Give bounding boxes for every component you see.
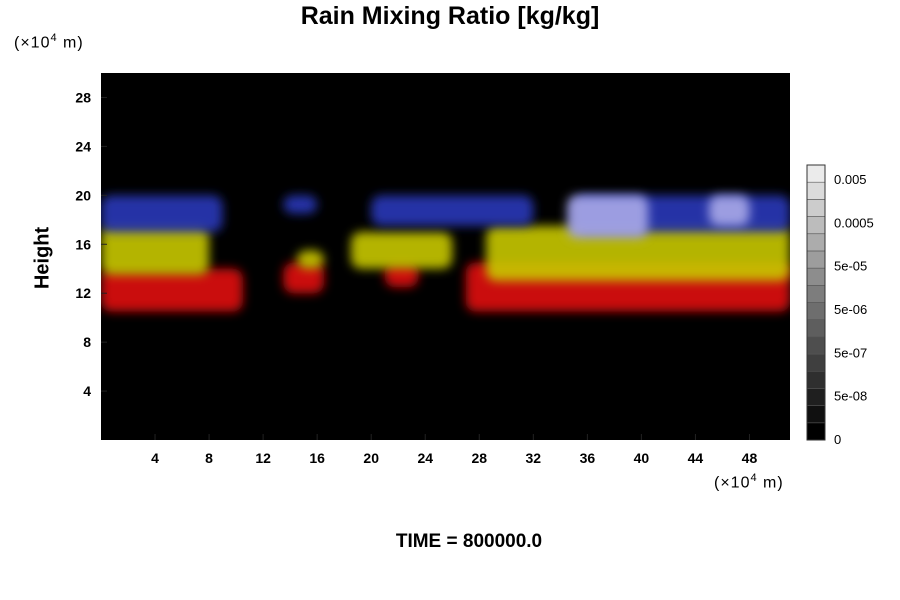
- colorbar-swatch: [806, 285, 826, 303]
- colorbar-label: 0.0005: [834, 215, 874, 230]
- field-region: [371, 195, 534, 226]
- x-tick-label: 12: [255, 450, 271, 466]
- colorbar-label: 5e-08: [834, 389, 867, 404]
- colorbar-swatch: [806, 336, 826, 355]
- x-tick-label: 24: [417, 450, 433, 466]
- x-tick-label: 16: [309, 450, 325, 466]
- x-tick-label: 20: [363, 450, 379, 466]
- field-region: [101, 225, 210, 275]
- x-tick-label: 32: [526, 450, 542, 466]
- colorbar-label: 5e-07: [834, 345, 867, 360]
- field-region: [101, 195, 223, 233]
- colorbar-label: 5e-06: [834, 302, 867, 317]
- rain-field-layers: [101, 195, 790, 312]
- x-tick-label: 48: [742, 450, 758, 466]
- field-region: [567, 195, 649, 239]
- field-region: [283, 262, 324, 294]
- time-label: TIME = 800000.0: [395, 531, 543, 552]
- colorbar-label: 0.005: [834, 172, 867, 187]
- x-axis: 4 8 12 16 20 24 28 32 36 40 44 48: [151, 434, 757, 466]
- x-axis-unit: (×104 m): [714, 472, 784, 492]
- field-layer: [101, 225, 790, 281]
- field-region: [486, 225, 790, 281]
- colorbar: 0.005 0.0005 5e-05 5e-06 5e-07 5e-08 0: [806, 164, 874, 447]
- field-region: [708, 195, 750, 226]
- colorbar-swatch: [806, 250, 826, 269]
- colorbar-swatch: [806, 181, 826, 200]
- colorbar-swatch: [806, 370, 826, 389]
- colorbar-swatch: [806, 388, 826, 406]
- x-tick-label: 40: [634, 450, 650, 466]
- field-region: [283, 195, 318, 214]
- field-layer: [567, 195, 750, 239]
- colorbar-label: 5e-05: [834, 259, 867, 274]
- colorbar-swatch: [806, 319, 826, 338]
- y-tick-label: 28: [75, 89, 91, 105]
- colorbar-swatch: [806, 353, 826, 372]
- y-axis: 4 8 12 16 20 24 28: [75, 89, 107, 399]
- x-tick-label: 8: [205, 450, 213, 466]
- x-tick-label: 36: [580, 450, 596, 466]
- y-axis-unit: (×104 m): [14, 32, 84, 52]
- colorbar-swatch: [806, 164, 826, 183]
- colorbar-swatch: [806, 267, 826, 286]
- colorbar-swatch: [806, 233, 826, 252]
- field-region: [350, 232, 453, 269]
- x-tick-label: 28: [471, 450, 487, 466]
- colorbar-swatch: [806, 405, 826, 424]
- y-tick-label: 12: [75, 285, 91, 301]
- y-tick-label: 24: [75, 138, 91, 154]
- colorbar-label: 0: [834, 432, 841, 447]
- field-region: [101, 268, 243, 312]
- colorbar-frame: [806, 164, 826, 441]
- field-region: [296, 250, 324, 269]
- y-tick-label: 20: [75, 187, 91, 203]
- y-tick-label: 4: [83, 383, 91, 399]
- colorbar-swatch: [806, 302, 826, 320]
- colorbar-swatch: [806, 199, 826, 217]
- y-tick-label: 16: [75, 236, 91, 252]
- chart-title: Rain Mixing Ratio [kg/kg]: [300, 2, 600, 30]
- colorbar-swatch: [806, 216, 826, 235]
- y-tick-label: 8: [83, 334, 91, 350]
- x-tick-label: 4: [151, 450, 159, 466]
- x-tick-label: 44: [688, 450, 704, 466]
- colorbar-swatch: [806, 422, 826, 441]
